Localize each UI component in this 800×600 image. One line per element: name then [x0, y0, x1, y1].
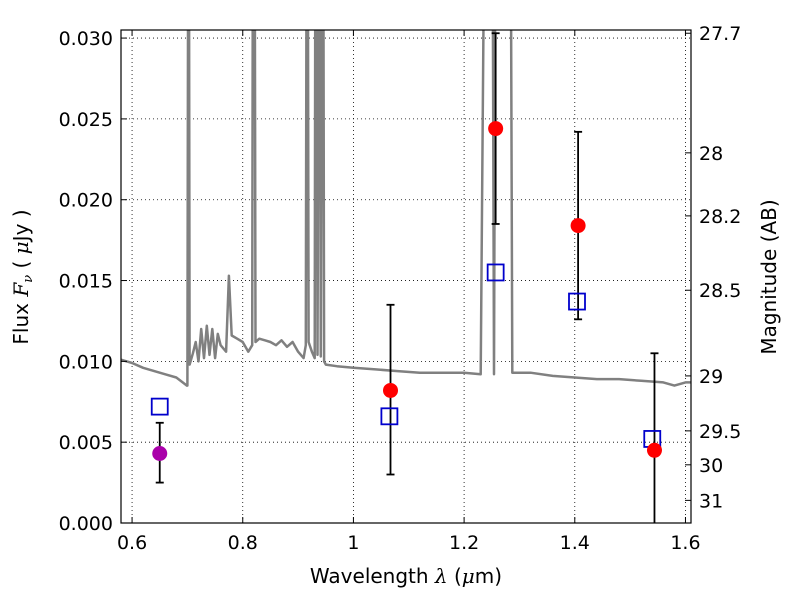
y-tick-label: 0.000	[59, 513, 113, 535]
y2-tick-label: 28	[699, 143, 723, 165]
x-tick-label: 0.6	[117, 532, 147, 554]
model-square-point	[380, 407, 399, 426]
observed-point	[383, 382, 399, 398]
y2-tick-label: 28.5	[699, 280, 741, 302]
y-tick-label: 0.030	[59, 28, 113, 50]
x-tick-label: 1	[347, 532, 359, 554]
y-tick-label: 0.005	[59, 432, 113, 454]
y2-tick-label: 27.7	[699, 23, 741, 45]
y2-tick-label: 28.2	[699, 206, 741, 228]
observed-point	[570, 218, 586, 234]
y-axis-title: Flux Fν ( μJy )	[9, 209, 36, 344]
spectrum-layer	[121, 30, 691, 387]
observed-point	[488, 121, 504, 137]
grid	[121, 30, 691, 523]
y2-tick-label: 29.5	[699, 421, 741, 443]
y2-tick-label: 31	[699, 490, 723, 512]
observed-point-layer	[152, 121, 662, 461]
y2-tick-label: 30	[699, 455, 723, 477]
y-tick-label: 0.025	[59, 109, 113, 131]
model-square-point	[150, 397, 169, 416]
model-square-point	[486, 263, 505, 282]
x-tick-label: 1.6	[670, 532, 700, 554]
y-tick-label: 0.020	[59, 190, 113, 212]
x-tick-label: 0.8	[228, 532, 258, 554]
observed-point	[646, 442, 662, 458]
spectrum-line	[121, 30, 691, 387]
y-tick-label: 0.015	[59, 271, 113, 293]
y-tick-label: 0.010	[59, 351, 113, 373]
y2-tick-label: 29	[699, 366, 723, 388]
plot-background	[121, 30, 691, 523]
x-tick-label: 1.2	[449, 532, 479, 554]
y2-axis-title: Magnitude (AB)	[757, 199, 781, 354]
x-tick-label: 1.4	[560, 532, 590, 554]
model-square-point	[568, 292, 586, 311]
plot-frame	[120, 29, 692, 524]
x-axis-title: Wavelength λ (μm)	[310, 564, 502, 588]
observed-point	[152, 445, 168, 461]
tick-layer: 0.6 0.8 1 1.2 1.4 1.6 0.000 0.005 0.010 0.015 0.02…	[59, 23, 742, 554]
